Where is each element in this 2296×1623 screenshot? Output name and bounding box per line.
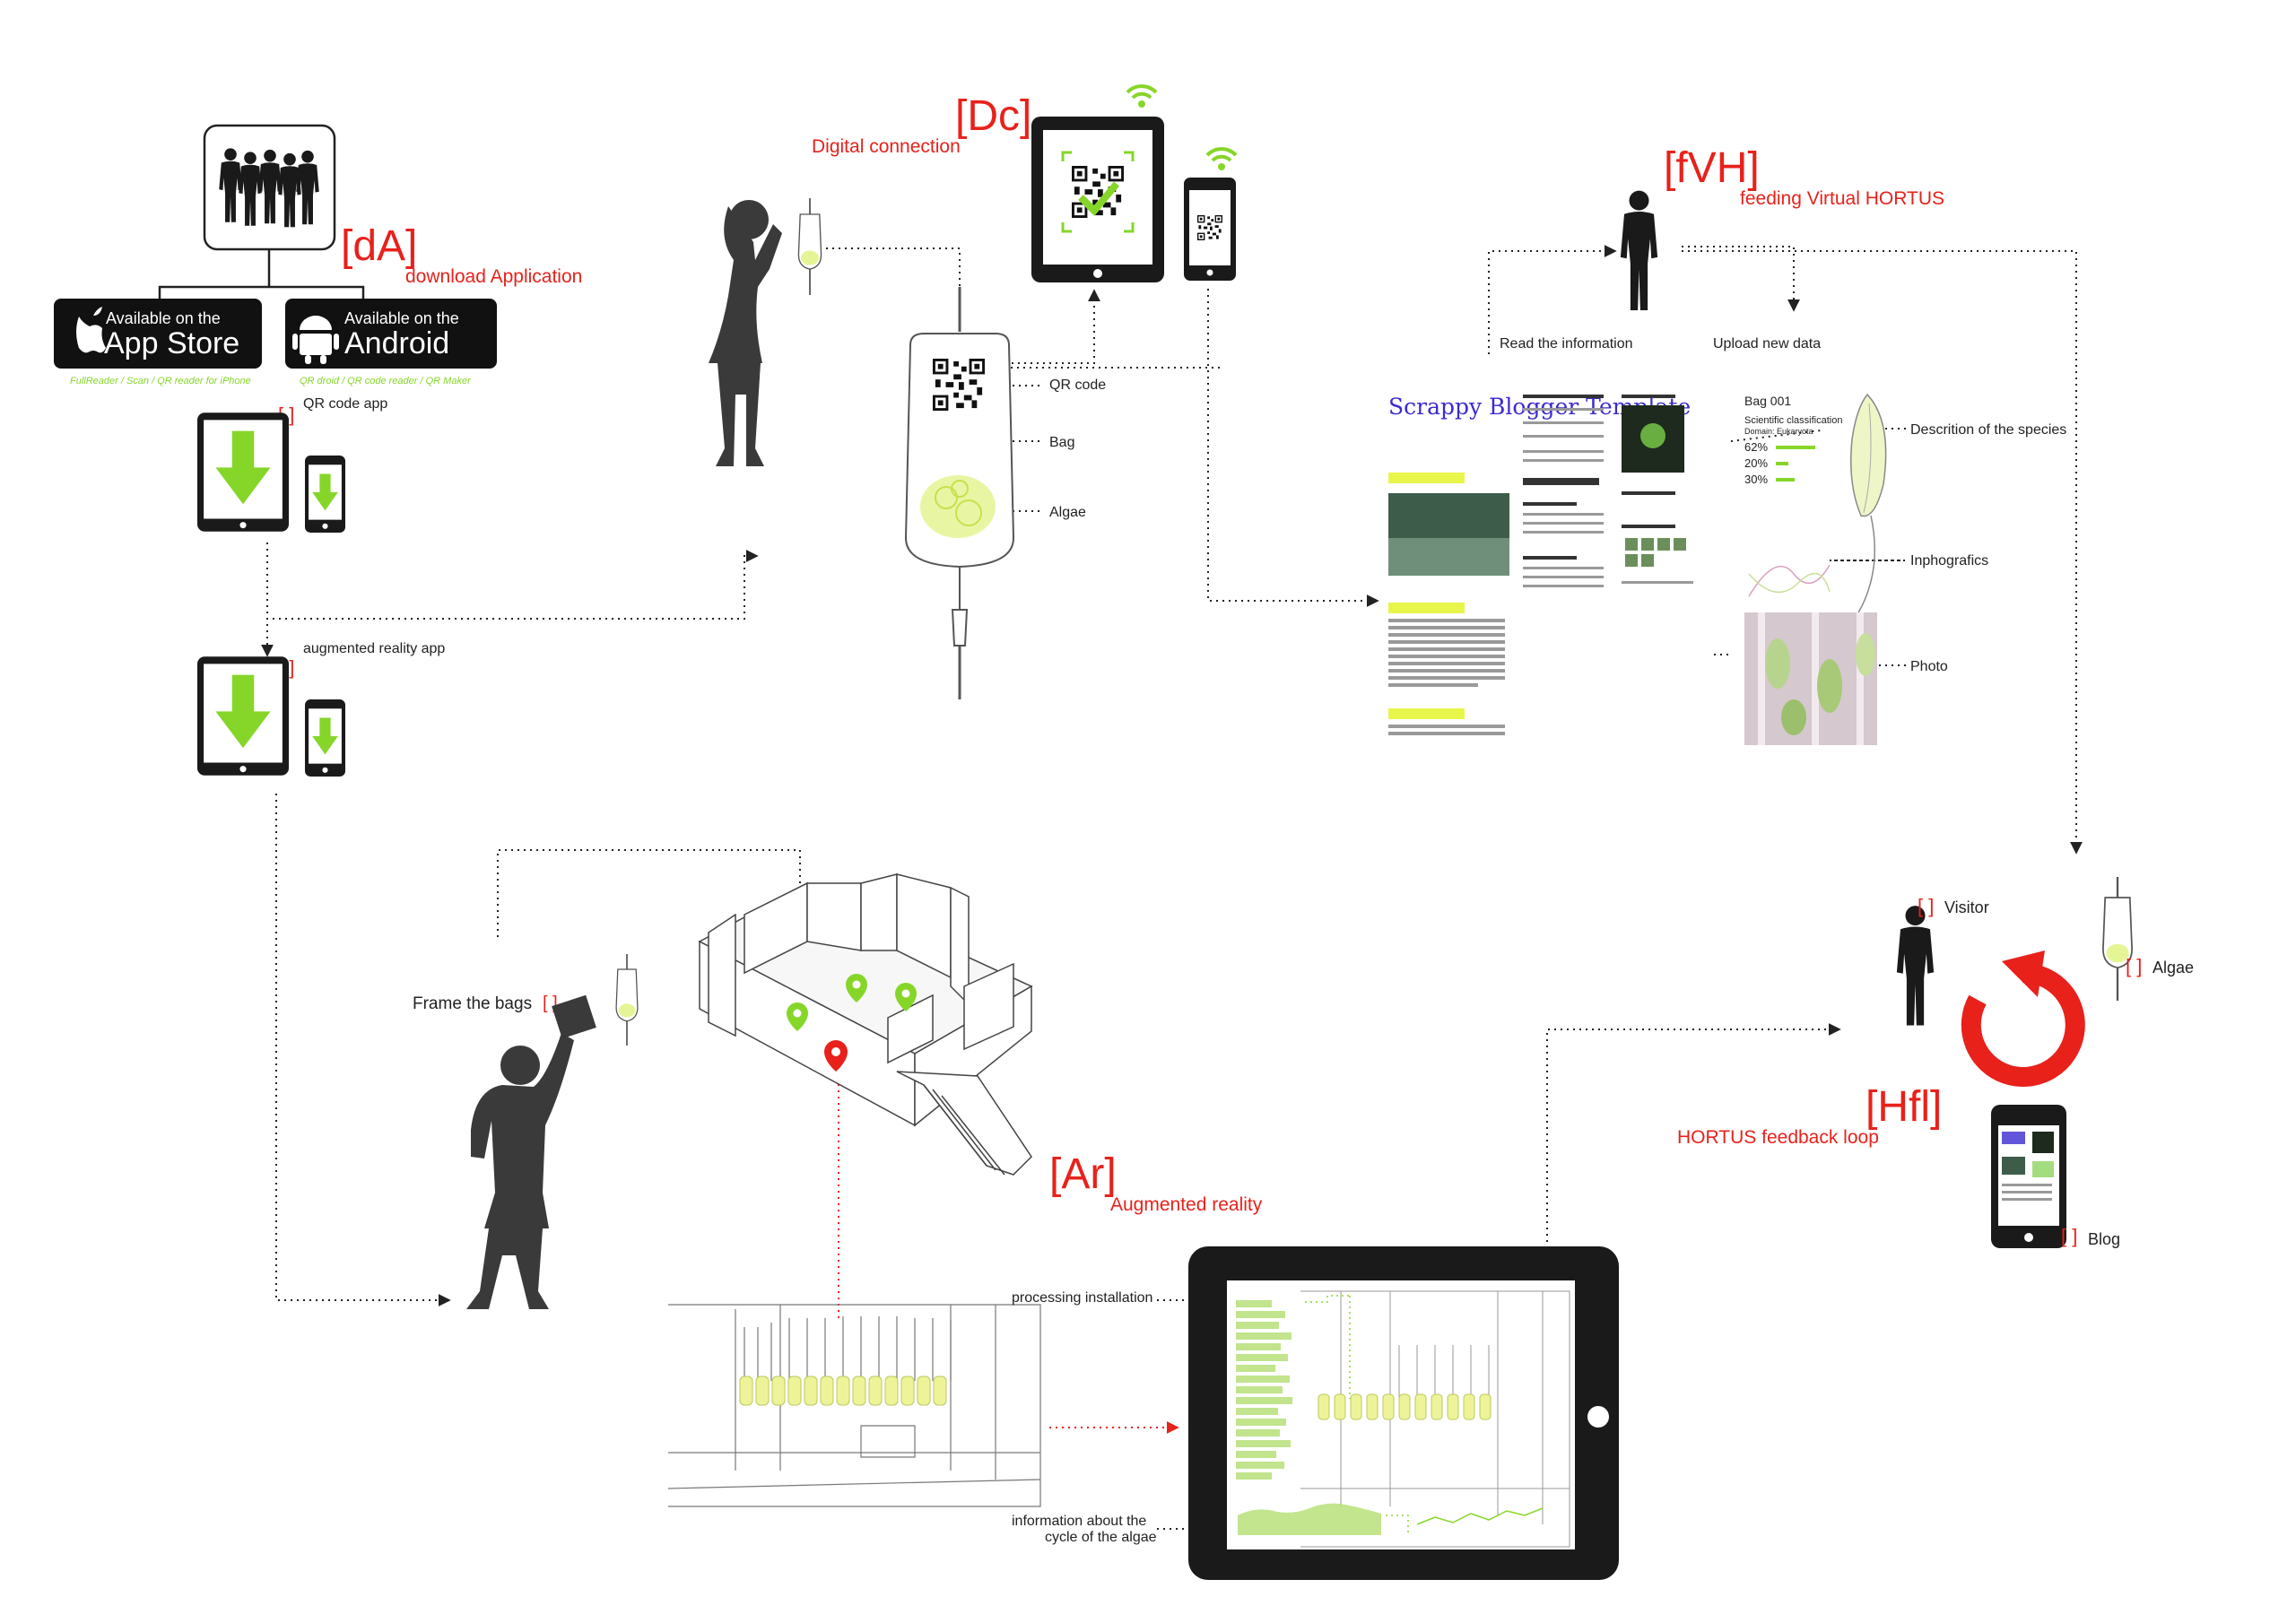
stat-bar-3 xyxy=(1776,478,1795,482)
Ar-code: [Ar] xyxy=(1049,1150,1117,1198)
refresh-loop-icon xyxy=(1961,950,2085,1087)
stat-bar-1 xyxy=(1776,446,1815,449)
small-bag-icon-2 xyxy=(615,953,639,1046)
stat-1: 62% xyxy=(1744,440,1768,454)
installation-sketch xyxy=(667,1304,1041,1507)
visitor-bracket: [ ] xyxy=(1918,895,1934,917)
blog-bracket: [ ] xyxy=(2061,1225,2077,1247)
algae-info-label-2: cycle of the algae xyxy=(1045,1530,1157,1545)
algae-leaf-illustration xyxy=(1850,393,1887,620)
installation-bags xyxy=(739,1376,947,1406)
android-badge[interactable]: Available on the Android xyxy=(285,299,497,369)
Ar-title: Augmented reality xyxy=(1110,1194,1263,1215)
ar-flow-arrows xyxy=(838,1072,1179,1434)
blog-label: Blog xyxy=(2088,1230,2120,1248)
location-pins xyxy=(787,974,917,1072)
photo-label: Photo xyxy=(1910,659,1948,674)
woman-scanning-silhouette xyxy=(709,200,782,466)
algae-photo xyxy=(1744,612,1877,745)
algae-info-label-1: information about the xyxy=(1012,1514,1146,1529)
Dc-title: Digital connection xyxy=(812,136,961,157)
ar-app-label: augmented reality app xyxy=(303,641,445,656)
section-Dc: [Dc] Digital connection xyxy=(709,86,1236,699)
blog-phone xyxy=(1991,1105,2066,1248)
algae-bracket: [ ] xyxy=(2126,955,2142,977)
app-store-badge[interactable]: Available on the App Store xyxy=(54,299,262,369)
frame-bags-label: Frame the bags xyxy=(413,994,532,1013)
stat-3: 30% xyxy=(1744,473,1768,486)
dA-title: download Application xyxy=(405,266,582,287)
Dc-code: [Dc] xyxy=(955,92,1031,140)
operator-silhouette xyxy=(1620,190,1658,310)
Hfl-code: [Hfl] xyxy=(1866,1083,1942,1131)
app-store-apps: FullReader / Scan / QR reader for iPhone xyxy=(70,376,251,386)
qr-app-tablet-download-icon xyxy=(197,412,289,532)
classification-label: Scientific classification xyxy=(1744,415,1842,426)
stat-2: 20% xyxy=(1744,456,1768,470)
app-store-line1: Available on the xyxy=(106,309,221,327)
man-framing-silhouette xyxy=(466,994,596,1309)
algae-label: Algae xyxy=(1049,505,1086,520)
upload-data-label: Upload new data xyxy=(1713,336,1821,352)
infographics-label: Inphografics xyxy=(1910,553,1988,568)
algae-bag xyxy=(904,287,1015,699)
visitor-silhouette xyxy=(1896,906,1935,1026)
species-panel: Bag 001 Scientific classification Domain… xyxy=(1744,394,1842,486)
android-apps: QR droid / QR code reader / QR Maker xyxy=(300,376,472,386)
small-bag-icon xyxy=(797,196,822,297)
fVH-code: [fVH] xyxy=(1664,144,1760,192)
processing-label: processing installation xyxy=(1012,1290,1152,1306)
section-Hfl: [ ] Visitor [ ] Algae [Hfl] HORTUS feedb… xyxy=(1677,875,2194,1248)
phone-qr-scan xyxy=(1184,178,1236,281)
read-information-label: Read the information xyxy=(1500,336,1633,352)
flow-arrows xyxy=(261,245,2083,1530)
bag-label: Bag xyxy=(1049,435,1074,450)
domain-label: Domain: Eukaryota xyxy=(1744,427,1813,436)
wifi-icon-2 xyxy=(1207,149,1236,170)
algae-cycle-chart xyxy=(1238,1503,1381,1535)
apple-logo-icon xyxy=(76,307,106,353)
section-dA: [dA] download Application Available on t… xyxy=(54,124,582,777)
Hfl-title: HORTUS feedback loop xyxy=(1677,1127,1879,1148)
ar-app-tablet-download-icon xyxy=(197,656,289,776)
ar-app-phone-download-icon xyxy=(305,699,345,777)
qr-code-label: QR code xyxy=(1049,378,1106,393)
blog-screenshot: Scrappy Blogger Template xyxy=(1381,381,1713,744)
dA-code: [dA] xyxy=(341,222,417,270)
ar-tablet xyxy=(1188,1246,1619,1580)
app-store-line2: App Store xyxy=(104,326,239,360)
visitor-label: Visitor xyxy=(1944,898,1989,916)
qr-app-label: QR code app xyxy=(303,396,387,412)
exhibition-room-3d xyxy=(698,873,1033,1176)
android-line1: Available on the xyxy=(344,309,459,327)
infographics-chart xyxy=(1748,564,1831,597)
bag-id: Bag 001 xyxy=(1744,394,1791,408)
section-fVH: [fVH] feeding Virtual HORTUS Read the in… xyxy=(1381,144,2066,745)
fVH-title: feeding Virtual HORTUS xyxy=(1740,188,1944,209)
algae-bag-icon xyxy=(2101,875,2134,1002)
feedback-algae-label: Algae xyxy=(2152,959,2194,976)
section-Ar: Frame the bags [ ] xyxy=(413,873,1619,1580)
android-robot-icon xyxy=(292,316,339,364)
description-label: Descrition of the species xyxy=(1910,422,2066,438)
stat-bar-2 xyxy=(1776,462,1788,465)
wifi-icon xyxy=(1127,86,1156,108)
processing-bars xyxy=(1236,1300,1292,1480)
qr-app-phone-download-icon xyxy=(305,456,345,533)
tablet-qr-scan xyxy=(1031,117,1164,282)
android-line2: Android xyxy=(344,326,449,360)
